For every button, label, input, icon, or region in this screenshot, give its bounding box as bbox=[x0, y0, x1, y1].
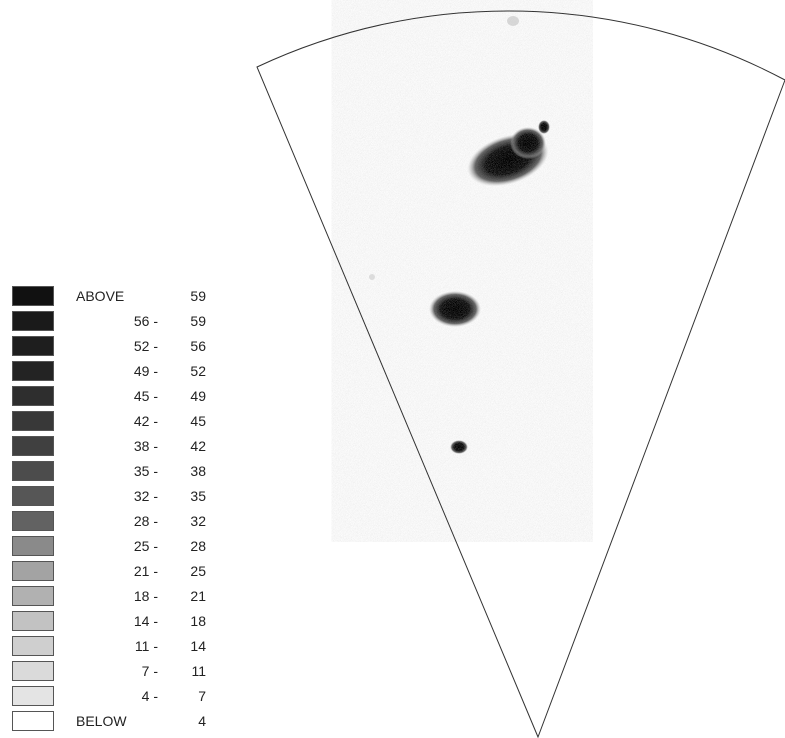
legend-swatch bbox=[12, 411, 54, 431]
legend-swatch bbox=[12, 711, 54, 731]
legend-high-label: 11 bbox=[191, 663, 206, 679]
legend-high-label: 59 bbox=[190, 313, 206, 329]
legend-item: 25 - 28 bbox=[10, 536, 230, 558]
echo-small bbox=[450, 440, 468, 454]
legend-low-label: 14 - bbox=[133, 613, 158, 629]
legend-swatch bbox=[12, 536, 54, 556]
legend-high-label: 4 bbox=[198, 713, 206, 729]
legend-high-label: 52 bbox=[190, 363, 206, 379]
legend-high-label: 25 bbox=[190, 563, 206, 579]
legend-item: 18 - 21 bbox=[10, 586, 230, 608]
legend-low-label: BELOW bbox=[76, 713, 127, 729]
legend-swatch bbox=[12, 361, 54, 381]
legend-item: 32 - 35 bbox=[10, 486, 230, 508]
legend-swatch bbox=[12, 561, 54, 581]
sector-outline bbox=[256, 10, 785, 738]
legend-low-label: 42 - bbox=[133, 413, 158, 429]
legend-low-label: 45 - bbox=[133, 388, 158, 404]
legend-swatch bbox=[12, 686, 54, 706]
legend-item: 11 - 14 bbox=[10, 636, 230, 658]
legend-swatch bbox=[12, 636, 54, 656]
legend-high-label: 42 bbox=[190, 438, 206, 454]
legend-swatch bbox=[12, 386, 54, 406]
echo-small-north-tip bbox=[538, 120, 550, 134]
legend-high-label: 21 bbox=[190, 588, 206, 604]
legend-item: 7 - 11 bbox=[10, 661, 230, 683]
legend-item: 52 - 56 bbox=[10, 336, 230, 358]
echo-medium bbox=[429, 291, 481, 327]
legend-high-label: 28 bbox=[190, 538, 206, 554]
legend-item: 28 - 32 bbox=[10, 511, 230, 533]
legend-low-label: 7 - bbox=[141, 663, 158, 679]
legend-swatch bbox=[12, 511, 54, 531]
legend-swatch bbox=[12, 336, 54, 356]
legend-item: 38 - 42 bbox=[10, 436, 230, 458]
legend-high-label: 14 bbox=[190, 638, 206, 654]
legend-high-label: 32 bbox=[190, 513, 206, 529]
legend-item: 49 - 52 bbox=[10, 361, 230, 383]
legend-high-label: 56 bbox=[190, 338, 206, 354]
legend-item: 14 - 18 bbox=[10, 611, 230, 633]
legend-low-label: ABOVE bbox=[76, 288, 125, 304]
legend-low-label: 32 - bbox=[133, 488, 158, 504]
legend-item: 35 - 38 bbox=[10, 461, 230, 483]
legend-item: 56 - 59 bbox=[10, 311, 230, 333]
legend-swatch bbox=[12, 461, 54, 481]
legend-low-label: 28 - bbox=[133, 513, 158, 529]
legend-low-label: 18 - bbox=[133, 588, 158, 604]
legend-item: ABOVE 59 bbox=[10, 286, 230, 308]
legend-low-label: 4 - bbox=[141, 688, 158, 704]
echo-large-north-lobe bbox=[510, 127, 546, 159]
legend-low-label: 21 - bbox=[133, 563, 158, 579]
legend-item: 21 - 25 bbox=[10, 561, 230, 583]
legend-high-label: 59 bbox=[190, 288, 206, 304]
legend-item: 4 - 7 bbox=[10, 686, 230, 708]
legend-low-label: 49 - bbox=[133, 363, 158, 379]
legend-high-label: 18 bbox=[190, 613, 206, 629]
legend-high-label: 49 bbox=[190, 388, 206, 404]
legend-item: BELOW 4 bbox=[10, 711, 230, 733]
legend-swatch bbox=[12, 286, 54, 306]
legend-item: 45 - 49 bbox=[10, 386, 230, 408]
legend-swatch bbox=[12, 436, 54, 456]
legend-swatch bbox=[12, 586, 54, 606]
legend-low-label: 11 - bbox=[134, 638, 158, 654]
legend-low-label: 35 - bbox=[133, 463, 158, 479]
legend-high-label: 45 bbox=[190, 413, 206, 429]
legend-swatch bbox=[12, 661, 54, 681]
legend-swatch bbox=[12, 611, 54, 631]
legend-low-label: 38 - bbox=[133, 438, 158, 454]
legend-low-label: 52 - bbox=[133, 338, 158, 354]
legend-low-label: 25 - bbox=[133, 538, 158, 554]
legend-high-label: 35 bbox=[190, 488, 206, 504]
legend-high-label: 38 bbox=[190, 463, 206, 479]
legend-swatch bbox=[12, 486, 54, 506]
legend-low-label: 56 - bbox=[133, 313, 158, 329]
echo-faint-top bbox=[507, 16, 519, 26]
legend-item: 42 - 45 bbox=[10, 411, 230, 433]
legend-swatch bbox=[12, 311, 54, 331]
legend-high-label: 7 bbox=[198, 688, 206, 704]
echo-faint-left bbox=[369, 274, 375, 280]
